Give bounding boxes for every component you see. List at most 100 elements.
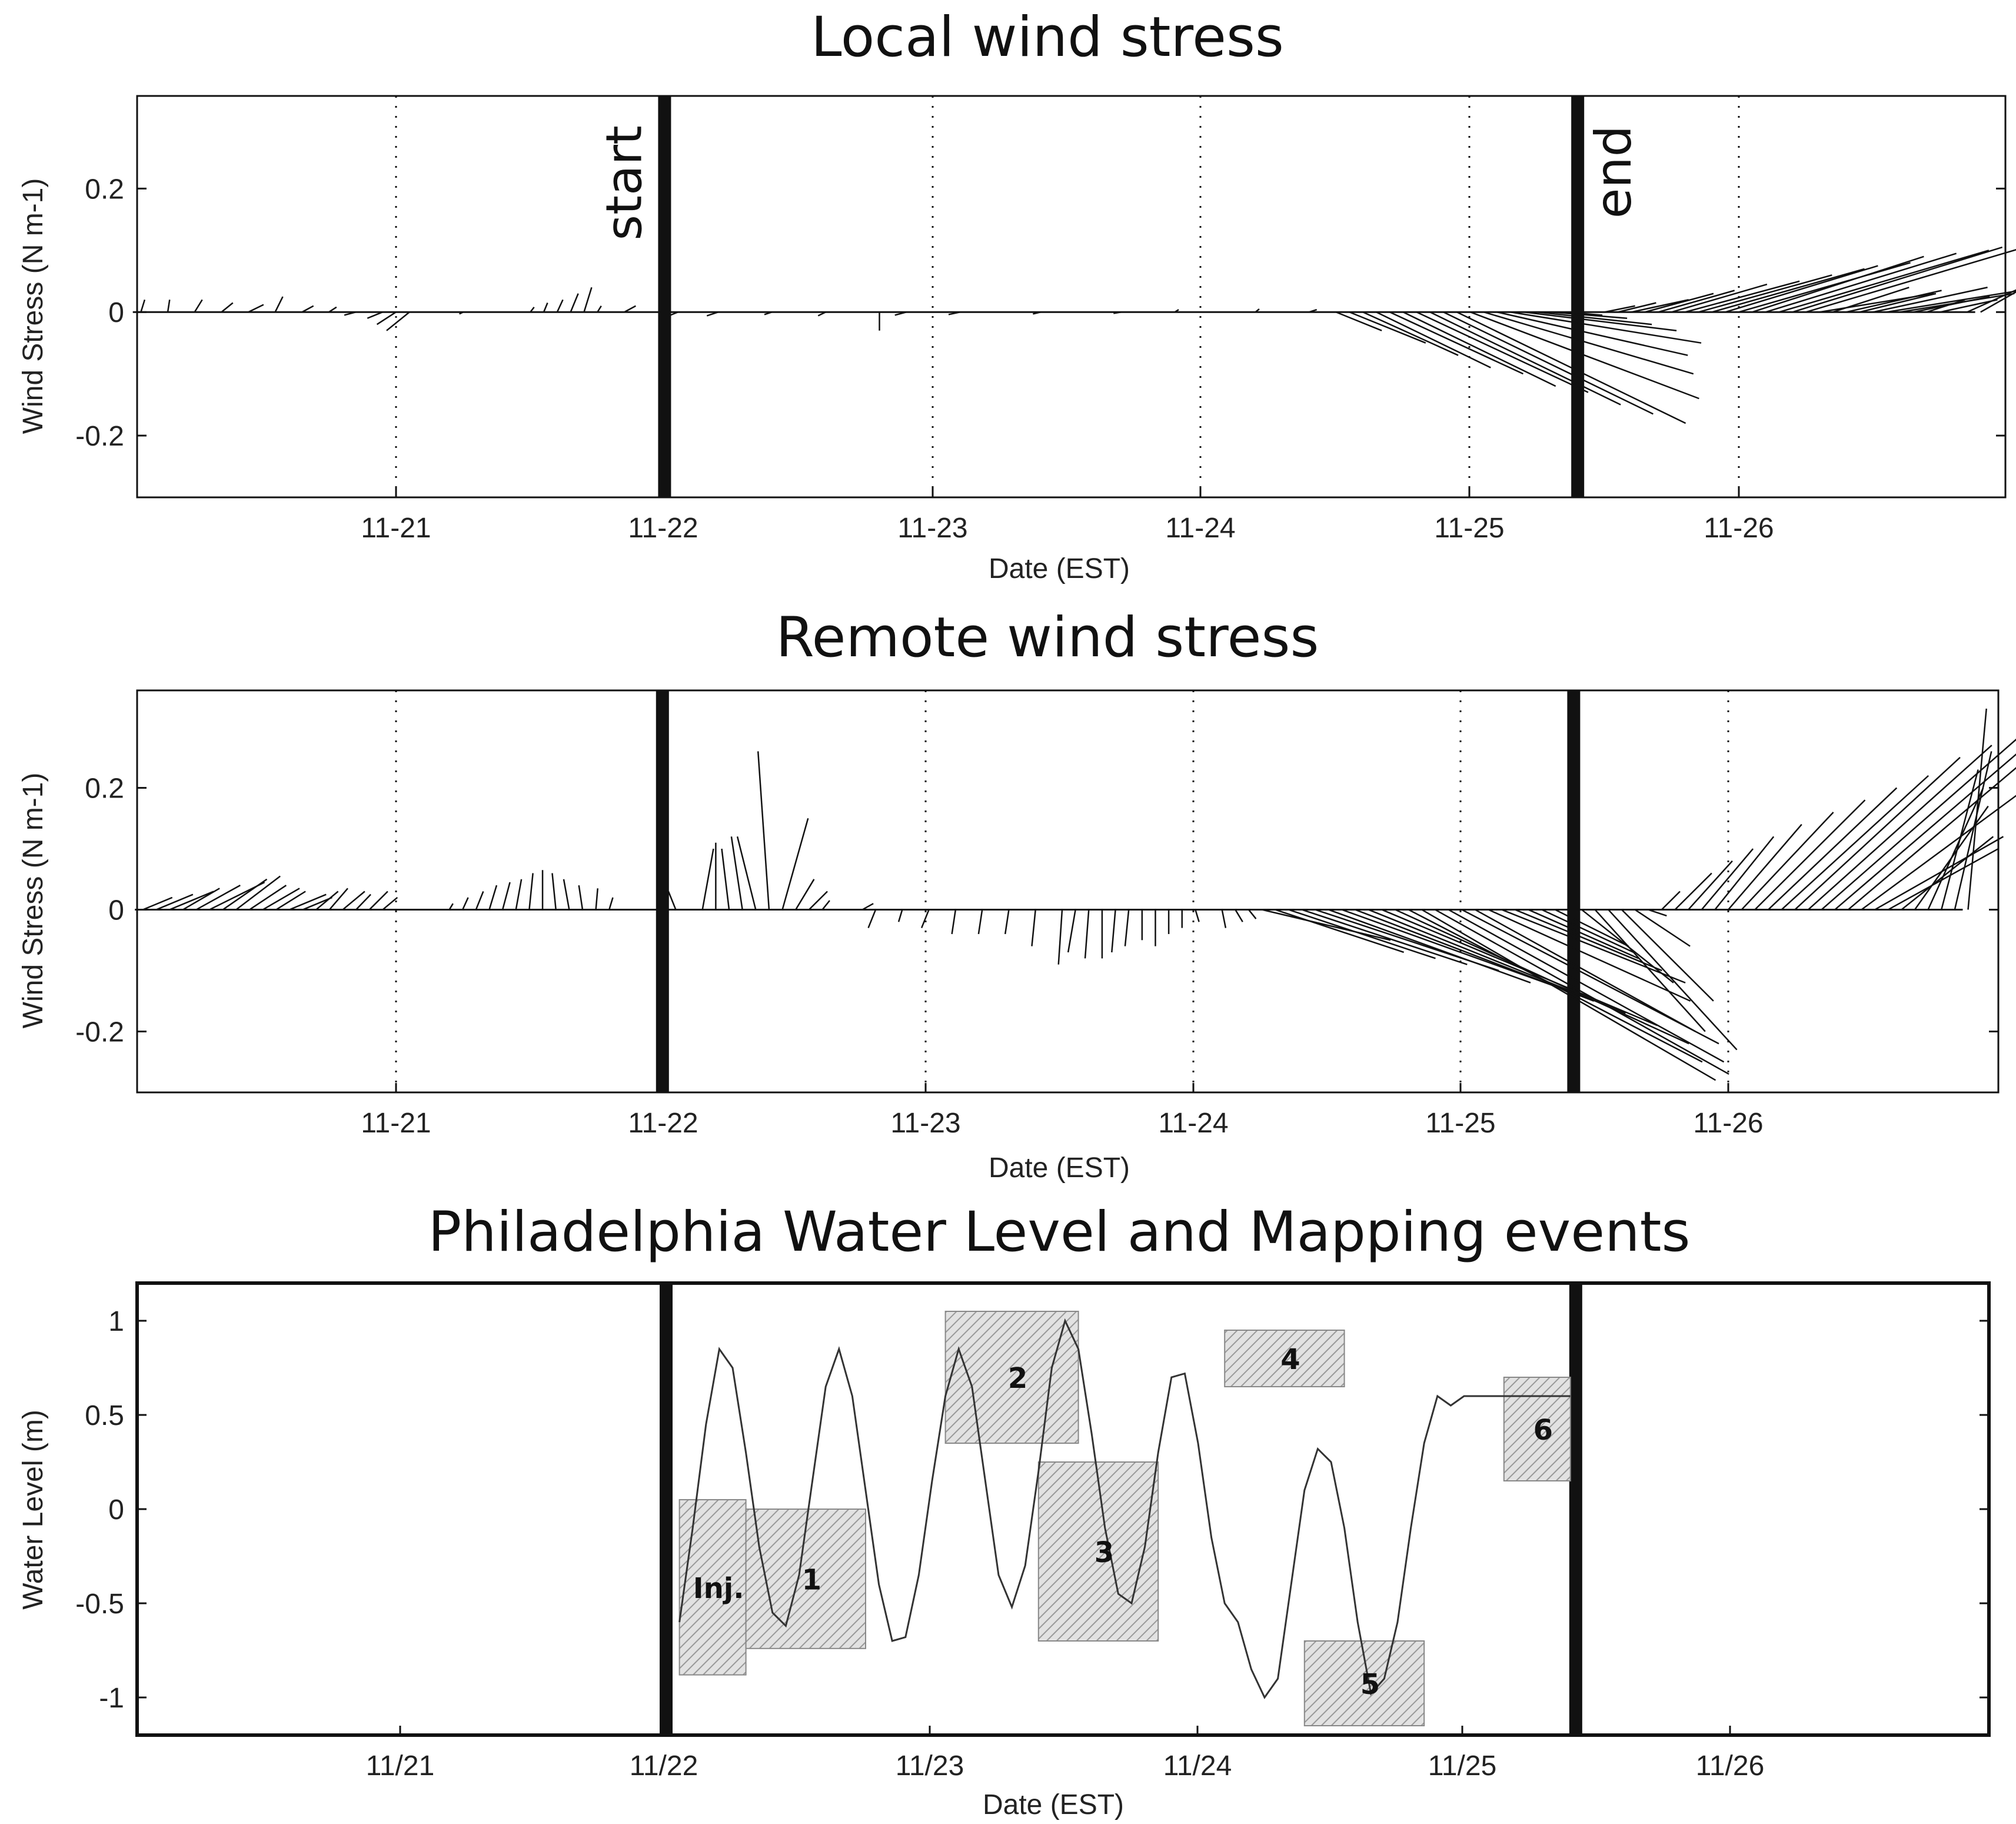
wind-stick bbox=[1389, 311, 1524, 375]
wind-stick bbox=[570, 293, 579, 313]
wind-stick bbox=[182, 888, 220, 911]
wind-stick bbox=[1221, 909, 1227, 928]
y-tick-label: 0.5 bbox=[85, 1400, 124, 1431]
wind-stick bbox=[1712, 268, 1865, 313]
mapping-event-box bbox=[1224, 1330, 1345, 1387]
wind-stick bbox=[1408, 909, 1703, 1063]
wind-stick bbox=[1698, 274, 1832, 313]
wind-stick bbox=[1475, 909, 1696, 1032]
x-tick-label: 11-22 bbox=[628, 1108, 698, 1139]
wind-stick bbox=[1523, 311, 1677, 331]
wind-stick bbox=[667, 891, 677, 911]
wind-stick bbox=[1124, 909, 1130, 946]
mapping-event-label: Inj. bbox=[693, 1572, 744, 1605]
wind-stick bbox=[1515, 909, 1662, 972]
wind-stick bbox=[1714, 836, 1775, 911]
x-tick-label: 11/25 bbox=[1428, 1750, 1497, 1782]
chart-2-frame bbox=[136, 689, 2000, 1094]
wind-stick bbox=[515, 879, 523, 910]
y-tick-label: 0.2 bbox=[85, 174, 124, 205]
wind-stick bbox=[951, 909, 957, 935]
chart-3-xlabel: Date (EST) bbox=[983, 1789, 1124, 1820]
wind-stick bbox=[1429, 311, 1621, 406]
wind-stick bbox=[1618, 302, 1656, 313]
wind-stick bbox=[1537, 311, 1652, 325]
wind-stick bbox=[1741, 812, 1834, 911]
x-tick-label: 11-26 bbox=[1704, 513, 1774, 544]
mapping-event-label: 6 bbox=[1533, 1414, 1553, 1447]
marker-label-start: start bbox=[595, 125, 653, 241]
mapping-event-box bbox=[678, 1499, 747, 1676]
wind-stick bbox=[1901, 836, 1994, 911]
x-tick-label: 11-21 bbox=[361, 1108, 431, 1139]
wind-stick bbox=[1004, 909, 1010, 935]
wind-stick bbox=[1954, 751, 1992, 910]
wind-stick bbox=[1927, 788, 1984, 911]
wind-stick bbox=[1658, 290, 1735, 313]
wind-stick bbox=[757, 751, 770, 910]
wind-stick bbox=[730, 836, 743, 910]
wind-stick bbox=[1551, 311, 1628, 319]
wind-stick bbox=[1685, 280, 1800, 313]
wind-stick bbox=[821, 900, 830, 911]
x-tick-label: 11-22 bbox=[628, 513, 698, 544]
chart-2-ylabel: Wind Stress (N m-1) bbox=[18, 773, 49, 1029]
wind-stick bbox=[1247, 909, 1257, 919]
wind-stick bbox=[382, 896, 398, 911]
chart-1-ylabel: Wind Stress (N m-1) bbox=[18, 178, 49, 434]
wind-stick bbox=[1416, 311, 1589, 393]
wind-stick bbox=[1792, 246, 2003, 313]
y-tick-label: -0.5 bbox=[75, 1589, 124, 1620]
mapping-event-label: 1 bbox=[802, 1563, 821, 1596]
wind-stick bbox=[1456, 311, 1686, 424]
wind-stick bbox=[248, 304, 264, 313]
wind-stick bbox=[1594, 909, 1706, 1032]
wind-stick bbox=[867, 909, 877, 929]
wind-stick bbox=[897, 909, 903, 922]
x-tick-label: 11-26 bbox=[1693, 1108, 1763, 1139]
wind-stick bbox=[1725, 265, 1878, 313]
wind-stick bbox=[1940, 299, 1998, 313]
wind-stick bbox=[1808, 745, 1992, 911]
wind-stick bbox=[1235, 909, 1243, 922]
x-tick-label: 11-21 bbox=[361, 513, 431, 544]
wind-stick bbox=[608, 897, 614, 910]
x-tick-label: 11/22 bbox=[630, 1750, 698, 1782]
mapping-event-box bbox=[1037, 1461, 1159, 1642]
wind-stick bbox=[551, 873, 557, 910]
wind-stick bbox=[1362, 311, 1459, 356]
wind-stick bbox=[1443, 311, 1654, 415]
wind-stick bbox=[376, 311, 397, 325]
wind-stick bbox=[328, 888, 348, 911]
wind-stick bbox=[1861, 795, 2016, 911]
y-tick-label: 0 bbox=[108, 297, 124, 328]
wind-stick bbox=[578, 885, 584, 910]
x-tick-label: 11/24 bbox=[1163, 1750, 1232, 1782]
wind-stick bbox=[1874, 836, 2004, 911]
mapping-event-label: 3 bbox=[1095, 1536, 1114, 1569]
y-tick-label: -0.2 bbox=[75, 1017, 124, 1048]
x-tick-label: 11/26 bbox=[1696, 1750, 1765, 1782]
wind-stick bbox=[1701, 848, 1754, 911]
wind-stick bbox=[367, 311, 383, 319]
wind-stick bbox=[1847, 767, 2016, 911]
wind-stick bbox=[1555, 909, 1629, 947]
y-tick-label: 0 bbox=[108, 895, 124, 926]
mapping-event-box bbox=[944, 1311, 1079, 1444]
wind-stick bbox=[222, 878, 268, 911]
chart-2-xlabel: Date (EST) bbox=[989, 1152, 1130, 1184]
chart-2-plot: 11-21 11-22 11-23 11-24 11-25 11-26 0.2 0 -0.2 bbox=[75, 689, 2016, 1139]
wind-stick bbox=[274, 296, 284, 313]
wind-stick bbox=[1288, 909, 1436, 959]
wind-stick bbox=[1328, 909, 1531, 984]
wind-stick bbox=[289, 893, 327, 911]
mapping-event-label: 5 bbox=[1360, 1668, 1380, 1701]
wind-stick bbox=[781, 818, 809, 910]
wind-stick bbox=[1754, 799, 1866, 911]
wind-stick bbox=[1608, 909, 1738, 1051]
wind-stick bbox=[1888, 848, 1999, 911]
mapping-event-box bbox=[1503, 1377, 1571, 1481]
wind-stick bbox=[1927, 299, 1965, 313]
wind-stick bbox=[1084, 909, 1090, 959]
wind-stick bbox=[167, 300, 171, 313]
